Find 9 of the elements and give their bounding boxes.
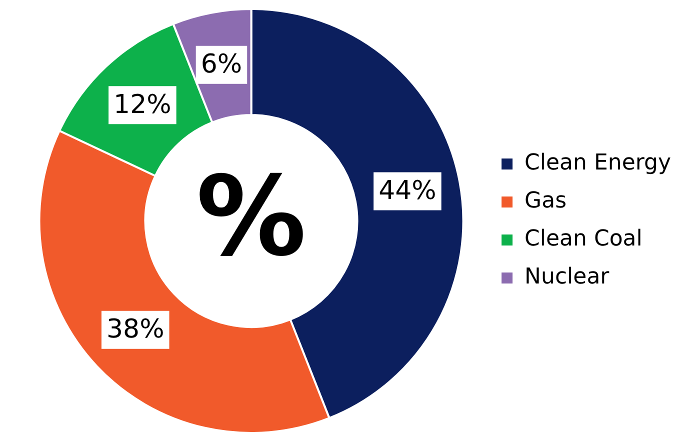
data-label: 44% (378, 176, 436, 206)
data-label: 38% (106, 314, 164, 345)
data-label: 6% (200, 50, 242, 80)
legend-label: Clean Coal (524, 226, 642, 252)
legend-label: Clean Energy (524, 150, 672, 176)
text: % (196, 152, 306, 281)
legend-label: Nuclear (524, 264, 610, 290)
legend-label: Gas (524, 188, 567, 214)
data-label: 12% (114, 90, 172, 120)
